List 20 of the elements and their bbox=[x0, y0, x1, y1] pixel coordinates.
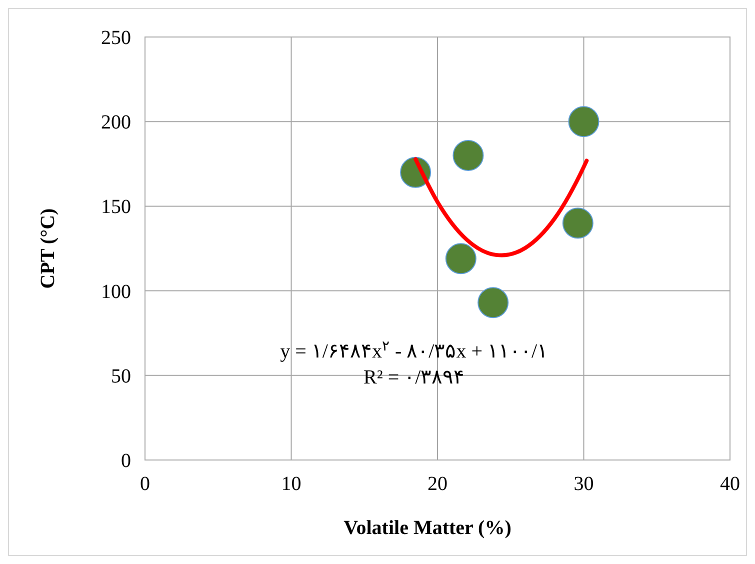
point bbox=[445, 243, 476, 274]
y-axis-title: CPT (°C) bbox=[37, 208, 59, 289]
x-axis-title: Volatile Matter (%) bbox=[344, 517, 512, 539]
y-tick-label: 200 bbox=[101, 112, 131, 134]
x-tick-label: 20 bbox=[428, 473, 448, 495]
y-tick-label: 50 bbox=[111, 365, 131, 388]
y-tick-label: 0 bbox=[121, 450, 131, 472]
point bbox=[478, 287, 509, 318]
x-tick-label: 10 bbox=[281, 473, 302, 495]
annotation: R² = ۰/۳۸۹۴ bbox=[364, 366, 465, 389]
x-tick-label: 30 bbox=[574, 473, 594, 495]
point bbox=[562, 208, 594, 239]
y-tick-label: 100 bbox=[101, 280, 131, 303]
x-tick-label: 40 bbox=[720, 473, 740, 495]
point bbox=[452, 140, 484, 171]
point bbox=[568, 106, 600, 138]
y-tick-label: 250 bbox=[101, 27, 131, 49]
annotation: y = ۱/۶۴۸۴x$^{۲}$ - ۸۰/۳۵x + ۱۱۰۰/۱ bbox=[280, 339, 548, 363]
x-tick-label: 0 bbox=[140, 473, 150, 495]
y-tick-label: 150 bbox=[101, 196, 131, 218]
